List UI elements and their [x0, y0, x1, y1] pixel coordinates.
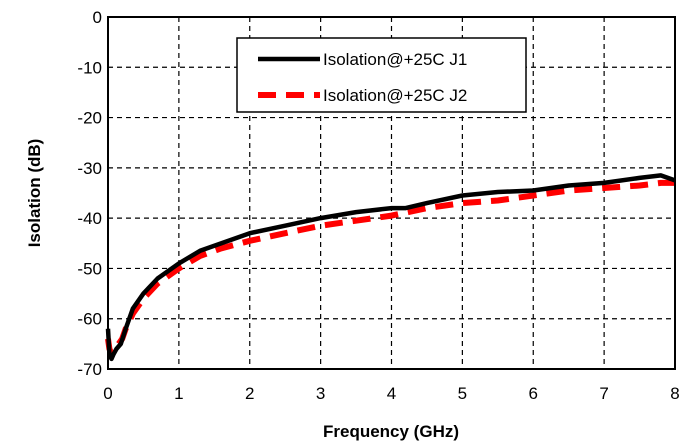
x-tick-label: 3 [316, 384, 325, 403]
y-tick-label: -10 [77, 58, 102, 77]
y-tick-labels: 0 -10 -20 -30 -40 -50 -60 -70 [77, 8, 102, 379]
y-tick-label: 0 [93, 8, 102, 27]
x-tick-label: 1 [174, 384, 183, 403]
legend-label-j1: Isolation@+25C J1 [323, 50, 467, 69]
y-tick-label: -30 [77, 159, 102, 178]
y-tick-label: -60 [77, 310, 102, 329]
legend-box [236, 37, 527, 113]
x-tick-label: 0 [103, 384, 112, 403]
x-tick-label: 2 [245, 384, 254, 403]
x-axis-label: Frequency (GHz) [323, 422, 459, 441]
series-line-j1 [105, 173, 676, 362]
x-tick-label: 5 [458, 384, 467, 403]
legend-label-j2: Isolation@+25C J2 [323, 86, 467, 105]
series-layer [105, 173, 676, 362]
x-tick-label: 8 [670, 384, 679, 403]
y-axis-label: Isolation (dB) [25, 139, 44, 248]
y-tick-label: -50 [77, 259, 102, 278]
x-tick-label: 6 [529, 384, 538, 403]
x-tick-labels: 0 1 2 3 4 5 6 7 8 [103, 384, 679, 403]
y-tick-label: -20 [77, 109, 102, 128]
x-tick-label: 7 [599, 384, 608, 403]
x-tick-label: 4 [387, 384, 396, 403]
plot-frame [107, 16, 676, 370]
y-tick-label: -40 [77, 209, 102, 228]
y-tick-label: -70 [77, 360, 102, 379]
legend: Isolation@+25C J1 Isolation@+25C J2 [236, 37, 527, 113]
